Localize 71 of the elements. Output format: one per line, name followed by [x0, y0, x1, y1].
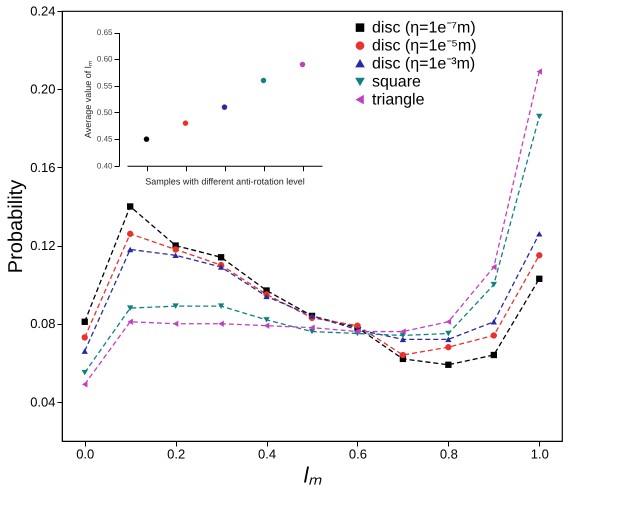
point	[172, 303, 179, 309]
point	[300, 62, 306, 68]
point	[354, 328, 360, 335]
y-tick-label: 0.16	[30, 160, 56, 175]
x-tick-label: 0.6	[348, 446, 367, 462]
point	[400, 352, 406, 358]
point	[446, 318, 452, 325]
x-tick-label: 1.0	[530, 446, 549, 462]
y-tick-label: 0.20	[30, 82, 56, 97]
point	[218, 320, 224, 327]
y-axis-title: Probability	[5, 180, 28, 274]
point	[127, 305, 134, 311]
point	[127, 318, 133, 325]
point	[445, 336, 452, 342]
point	[144, 136, 150, 142]
legend-label: disc (η=1e⁻⁷m)	[372, 20, 476, 37]
y-tick-label: 0.55	[96, 81, 114, 90]
point	[222, 104, 228, 110]
x-tick-label: 0.8	[440, 446, 458, 462]
point	[218, 303, 224, 309]
x-axis-title: Samples with different anti-rotation level	[145, 176, 305, 186]
y-tick-label: 0.45	[96, 134, 114, 144]
point	[490, 352, 497, 358]
point	[82, 370, 88, 376]
point	[218, 254, 224, 260]
y-tick-label: 0.50	[96, 108, 114, 117]
point	[172, 252, 179, 258]
point	[182, 120, 188, 126]
legend-label: triangle	[372, 92, 425, 109]
point	[82, 334, 88, 341]
x-tick-label: 0.2	[167, 446, 186, 462]
point	[127, 230, 134, 237]
y-tick-label: 0.24	[30, 4, 56, 18]
y-tick-label: 0.08	[30, 316, 56, 332]
point	[445, 362, 452, 368]
point	[263, 294, 270, 300]
point	[400, 328, 406, 335]
point	[218, 264, 224, 270]
point	[536, 68, 542, 75]
x-axis-title: lₘ	[304, 462, 322, 488]
point	[82, 348, 88, 354]
point	[263, 317, 270, 323]
point	[491, 264, 497, 270]
point	[172, 246, 179, 253]
point	[82, 318, 88, 325]
x-tick-label: 0.4	[258, 446, 276, 462]
point	[536, 114, 542, 120]
point	[490, 332, 497, 339]
point	[490, 319, 497, 325]
point	[536, 252, 542, 258]
y-tick-label: 0.04	[30, 394, 56, 410]
point	[536, 276, 542, 282]
point	[127, 246, 134, 252]
point	[309, 324, 315, 331]
x-tick-label: 0.0	[76, 446, 94, 462]
y-tick-label: 0.60	[96, 54, 114, 64]
point	[400, 336, 406, 342]
point	[536, 231, 542, 237]
legend-label: square	[372, 74, 422, 91]
legend-label: disc (η=1e⁻³m)	[372, 56, 476, 73]
y-tick-label: 0.65	[96, 28, 114, 37]
point	[82, 381, 88, 388]
y-tick-label: 0.12	[30, 238, 56, 254]
point	[445, 330, 452, 336]
y-axis-title: Average value of lₘ	[82, 61, 93, 138]
point	[490, 282, 497, 288]
point	[260, 78, 266, 84]
legend-label: disc (η=1e⁻⁵m)	[372, 38, 477, 55]
y-tick-label: 0.40	[96, 161, 114, 170]
point	[445, 344, 452, 350]
point	[127, 203, 134, 210]
